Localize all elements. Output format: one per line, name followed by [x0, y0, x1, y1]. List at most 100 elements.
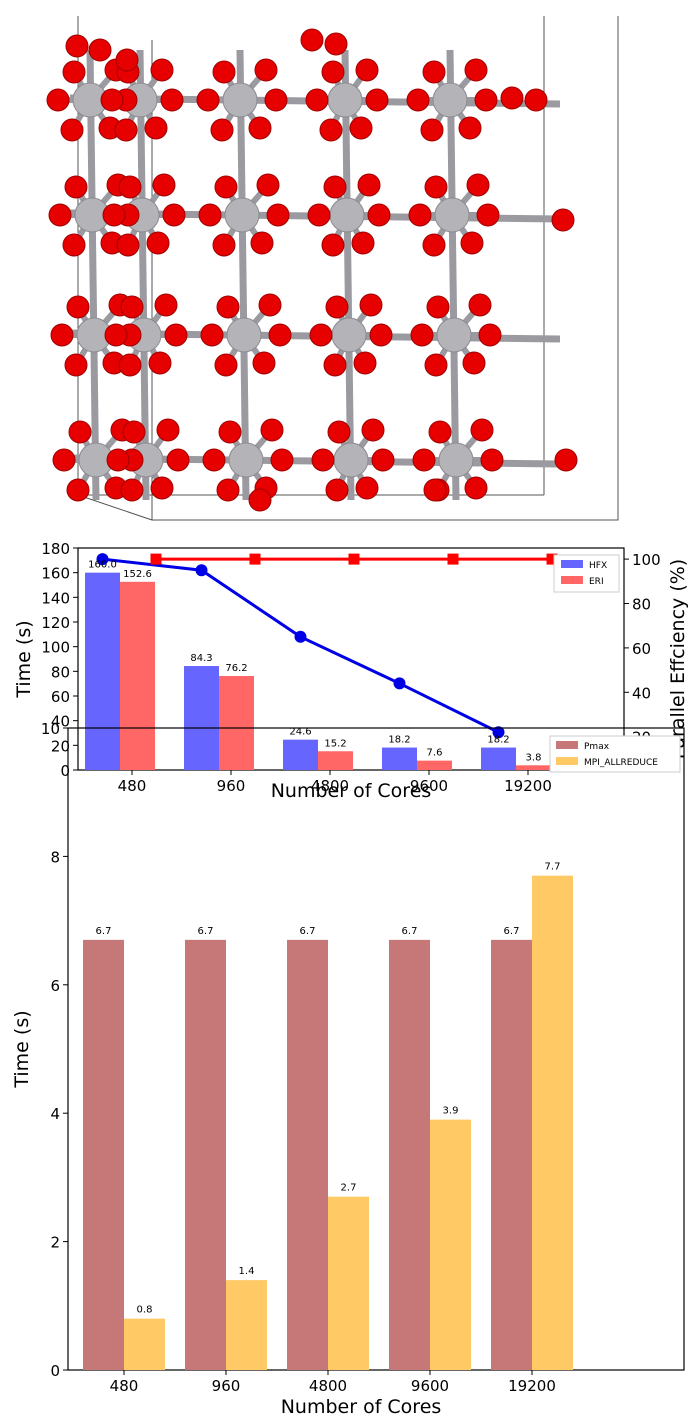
oxygen-atom	[218, 420, 242, 444]
oxygen-atom	[309, 323, 333, 347]
oxygen-atom	[470, 418, 494, 442]
chart1-efficiency-line	[102, 557, 500, 734]
oxygen-atom	[118, 353, 142, 377]
oxygen-atom	[62, 233, 86, 257]
oxygen-atom	[327, 420, 351, 444]
metal-atom	[333, 442, 369, 478]
chart1-efficiency-point	[393, 677, 406, 690]
oxygen-atom	[422, 233, 446, 257]
chart2-bar-mpi-allreduce	[226, 1280, 267, 1370]
oxygen-atom	[408, 203, 432, 227]
oxygen-atom	[423, 478, 447, 502]
oxygen-atom	[371, 448, 395, 472]
metal-oxygen-bond	[236, 49, 250, 501]
chart2-y-tick-label: 10	[41, 720, 60, 738]
chart1-efficiency-point	[447, 553, 459, 565]
chart2-bar-pmax	[389, 939, 430, 1370]
oxygen-atom	[422, 60, 446, 84]
chart1-x-tick-label: 19200	[504, 777, 552, 795]
chart1-y2-axis-title: Parallel Effciency (%)	[667, 559, 689, 759]
chart1-y-axis-title: Time (s)	[13, 620, 35, 698]
chart1-efficiency-point	[546, 553, 558, 565]
oxygen-atom	[146, 231, 170, 255]
oxygen-atom	[476, 203, 500, 227]
oxygen-atom	[466, 173, 490, 197]
chart1-y-tick-label: 120	[41, 614, 70, 632]
chart1-y-tick-label: 100	[41, 639, 70, 657]
oxygen-atom	[120, 295, 144, 319]
oxygen-atom	[500, 86, 524, 110]
oxygen-atom	[325, 478, 349, 502]
oxygen-atom	[48, 203, 72, 227]
chart1-legend-swatch-eri	[561, 576, 583, 584]
chart1-y-tick-label: 60	[51, 688, 70, 706]
chart2-data-label: 6.7	[96, 926, 112, 937]
oxygen-atom	[349, 116, 373, 140]
oxygen-atom	[268, 323, 292, 347]
chart2-x-tick-label: 960	[212, 1377, 241, 1395]
metal-oxygen-bond	[136, 49, 150, 501]
metal-atom	[222, 82, 258, 118]
chart2-data-label: 3.9	[443, 1106, 459, 1117]
oxygen-atom	[323, 353, 347, 377]
chart1-legend: HFX ERI	[553, 554, 620, 593]
chart1-y-tick-label: 160	[41, 565, 70, 583]
chart2-plot-frame	[67, 727, 685, 1371]
oxygen-atom	[198, 203, 222, 227]
chart1-legend-label-eri: ERI	[589, 577, 604, 587]
oxygen-atom	[266, 203, 290, 227]
chart1-bar-eri	[516, 765, 551, 770]
oxygen-atom	[104, 323, 128, 347]
oxygen-atom	[270, 448, 294, 472]
chart1-data-label: 3.8	[526, 752, 542, 763]
chart2-legend-label-mpi-allreduce: MPI_ALLREDUCE	[584, 758, 658, 768]
chart2-data-label: 2.7	[341, 1183, 357, 1194]
chart1-efficiency-point	[348, 553, 360, 565]
oxygen-atom	[214, 353, 238, 377]
oxygen-atom	[46, 88, 70, 112]
oxygen-atom	[464, 476, 488, 500]
oxygen-atom	[554, 448, 578, 472]
oxygen-atom	[66, 478, 90, 502]
oxygen-atom	[311, 448, 335, 472]
oxygen-atom	[116, 233, 140, 257]
crystal-structure-image	[46, 16, 619, 521]
oxygen-atom	[524, 88, 548, 112]
oxygen-atom	[321, 233, 345, 257]
chart2-bar-pmax	[287, 939, 328, 1370]
oxygen-atom	[52, 448, 76, 472]
chart1-x-tick-label: 4800	[311, 777, 349, 795]
chart2-y-tick-label: 8	[50, 848, 60, 866]
oxygen-atom	[325, 295, 349, 319]
oxygen-atom	[260, 418, 284, 442]
oxygen-atom	[256, 173, 280, 197]
chart1-data-label: 24.6	[289, 727, 311, 738]
oxygen-atom	[156, 418, 180, 442]
chart1-data-label: 15.2	[324, 738, 346, 749]
oxygen-atom	[424, 175, 448, 199]
metal-atom	[329, 197, 365, 233]
chart1-legend-label-hfx: HFX	[589, 561, 607, 571]
metal-atom	[331, 317, 367, 353]
oxygen-atom	[160, 88, 184, 112]
oxygen-atom	[216, 478, 240, 502]
chart1-y-tick-label: 80	[51, 663, 70, 681]
oxygen-atom	[305, 88, 329, 112]
oxygen-atom	[252, 351, 276, 375]
chart1-data-label: 84.3	[190, 653, 212, 664]
oxygen-atom	[212, 60, 236, 84]
oxygen-atom	[65, 34, 89, 58]
chart1-bar-eri	[417, 760, 452, 770]
chart2-bar-pmax	[491, 939, 532, 1370]
oxygen-atom	[210, 118, 234, 142]
chart2-bar-pmax	[83, 939, 124, 1370]
oxygen-atom	[50, 323, 74, 347]
oxygen-atom	[264, 88, 288, 112]
chart2-x-tick-label: 9600	[411, 1377, 449, 1395]
oxygen-atom	[68, 420, 92, 444]
oxygen-atom	[428, 420, 452, 444]
oxygen-atom	[406, 88, 430, 112]
chart1-x-tick-label: 960	[217, 777, 246, 795]
chart1-bar-hfx	[382, 747, 417, 770]
